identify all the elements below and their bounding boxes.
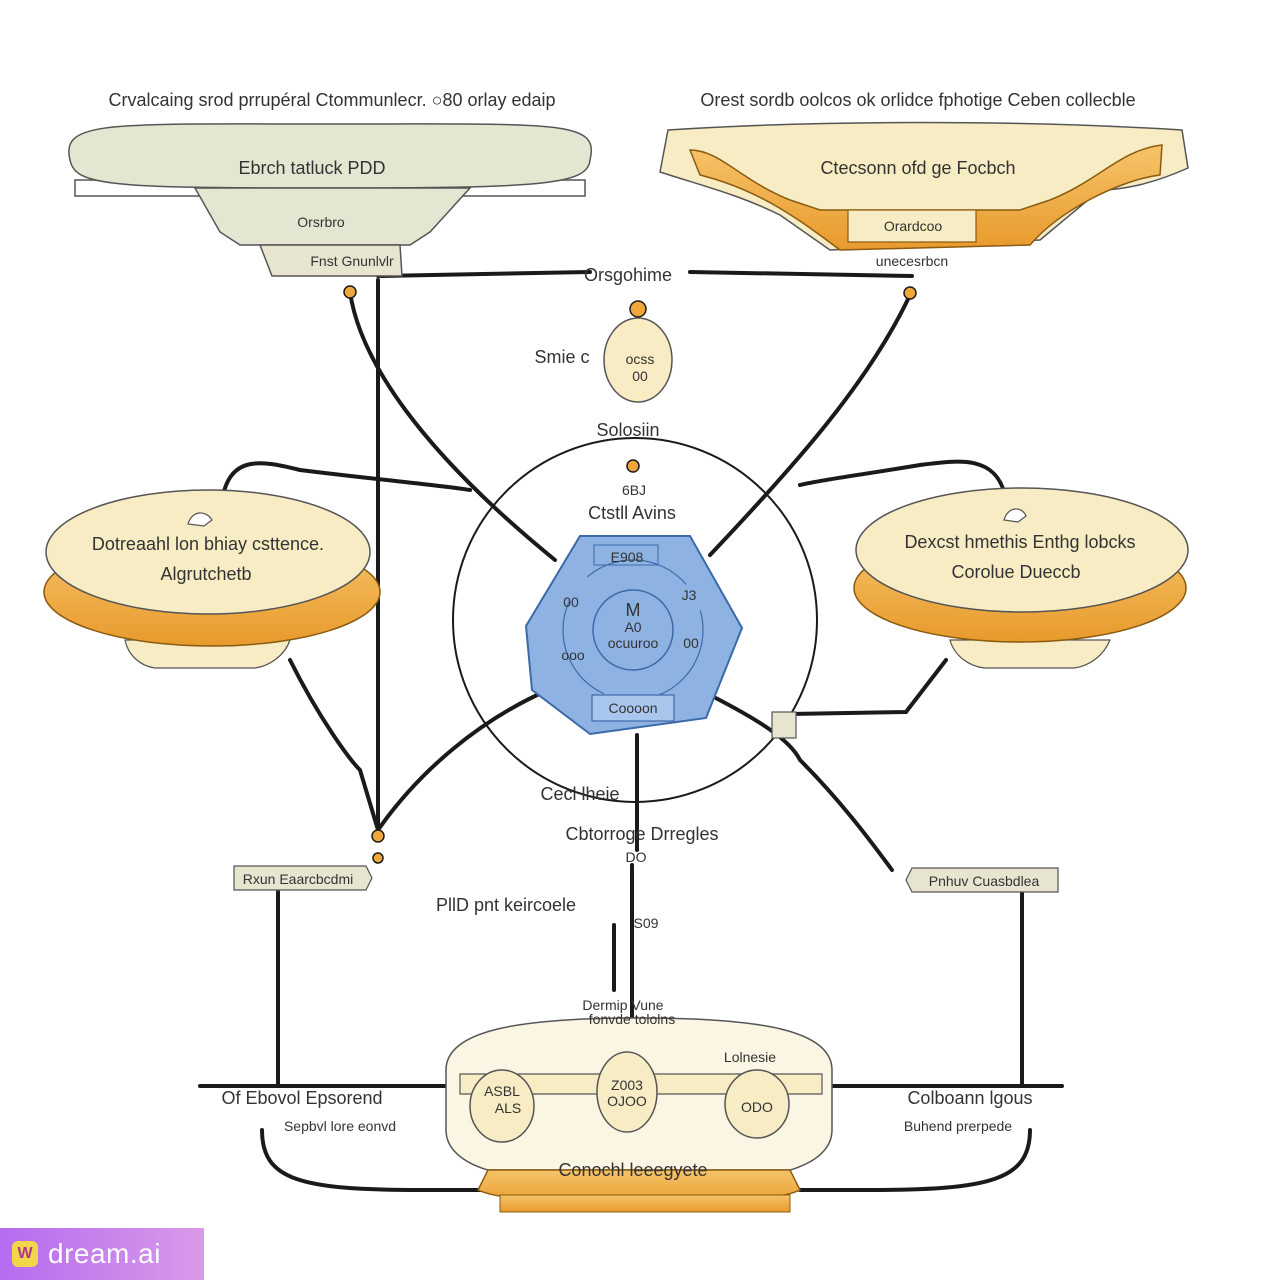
lower-center-labels: Cecl lheie Cbtorroge Drregles DO PllD pn… [436,784,719,931]
left-mid-title: Dotreaahl lon bhiay csttence. [92,534,324,554]
dream-logo-icon: W [12,1241,38,1267]
bottom-module: Dermip Vune fonvde tololns ASBL ALS Z003… [445,997,833,1213]
top-right-caption: Orest sordb oolcos ok orlidce fphotige C… [700,90,1135,110]
bottom-title: Conochl leeegyete [558,1160,707,1180]
center-upper-node: Orsgohime Smie c ocss 00 Solosiin [534,265,673,440]
right-mid-sub: Corolue Dueccb [951,562,1080,582]
bottom-right-a: Colboann lgous [907,1088,1032,1108]
pill-right: ODO [741,1099,773,1115]
top-right-title: Ctecsonn ofd ge Focbch [820,158,1015,178]
hub-top: E908 [611,549,644,565]
top-right-tag: unecesrbcn [876,253,948,269]
hub-bottom: Coooon [608,700,657,716]
bottom-side-labels: Of Ebovol Epsorend Sepbvl lore eonvd Col… [221,1088,1032,1134]
node-left-label: Smie c [534,347,589,367]
node-text: ocss [626,351,655,367]
top-center-label: Orsgohime [584,265,672,285]
connector-lines [198,270,1064,1192]
left-mid-sub: Algrutchetb [160,564,251,584]
top-left-module: Crvalcaing srod prrupéral Ctommunlecr. ○… [68,90,593,277]
center-hub: Ctstll Avins 6BJ E908 M A0 ocuuroo 00 oo… [452,437,818,803]
lower-label-1: Cecl lheie [540,784,619,804]
pill-left-b: ALS [495,1100,521,1116]
solution-label: Solosiin [596,420,659,440]
lower-label-4: PllD pnt keircoele [436,895,576,915]
left-mid-module: Dotreaahl lon bhiay csttence. Algrutchet… [43,489,381,669]
hub-center-a: A0 [624,619,641,635]
hub-center: M [626,600,641,620]
top-left-tag: Fnst Gnunlvlr [310,253,394,269]
bottom-top-a: Dermip Vune [582,997,663,1013]
lower-label-3: DO [626,849,647,865]
pill-right-tag: Lolnesie [724,1049,776,1065]
pill-mid-a: Z003 [611,1077,643,1093]
right-mid-title: Dexcst hmethis Enthg lobcks [904,532,1135,552]
hub-label: Ctstll Avins [588,503,676,523]
top-left-caption: Crvalcaing srod prrupéral Ctommunlecr. ○… [108,90,555,110]
hub-right-a: J3 [682,587,697,603]
side-tag-left: Rxun Eaarcbcdmi [243,871,354,887]
hub-right-b: 00 [683,635,699,651]
lower-label-2: Cbtorroge Drregles [565,824,718,844]
side-tag-right: Pnhuv Cuasbdlea [929,873,1040,889]
pill-left-a: ASBL [484,1083,520,1099]
top-left-title: Ebrch tatluck PDD [238,158,385,178]
bottom-left-b: Sepbvl lore eonvd [284,1118,396,1134]
pill-mid-b: OJOO [607,1093,647,1109]
top-right-sub: Orardcoo [884,218,943,234]
bottom-right-b: Buhend prerpede [904,1118,1012,1134]
hub-left-b: ooo [561,647,585,663]
hub-center-b: ocuuroo [608,635,659,651]
bottom-left-a: Of Ebovol Epsorend [221,1088,382,1108]
node-sub: 00 [632,368,648,384]
top-left-sub: Orsrbro [297,214,345,230]
hub-left-a: 00 [563,594,579,610]
bottom-top-b: fonvde tololns [589,1011,675,1027]
dream-ai-watermark[interactable]: W dream.ai [0,1228,204,1280]
side-tags: Rxun Eaarcbcdmi Pnhuv Cuasbdlea [233,711,1059,893]
hub-small-num: 6BJ [622,482,646,498]
top-right-module: Orest sordb oolcos ok orlidce fphotige C… [659,90,1189,269]
lower-label-5: S09 [634,915,659,931]
watermark-text: dream.ai [48,1238,161,1269]
right-mid-module: Dexcst hmethis Enthg lobcks Corolue Duec… [853,487,1189,669]
